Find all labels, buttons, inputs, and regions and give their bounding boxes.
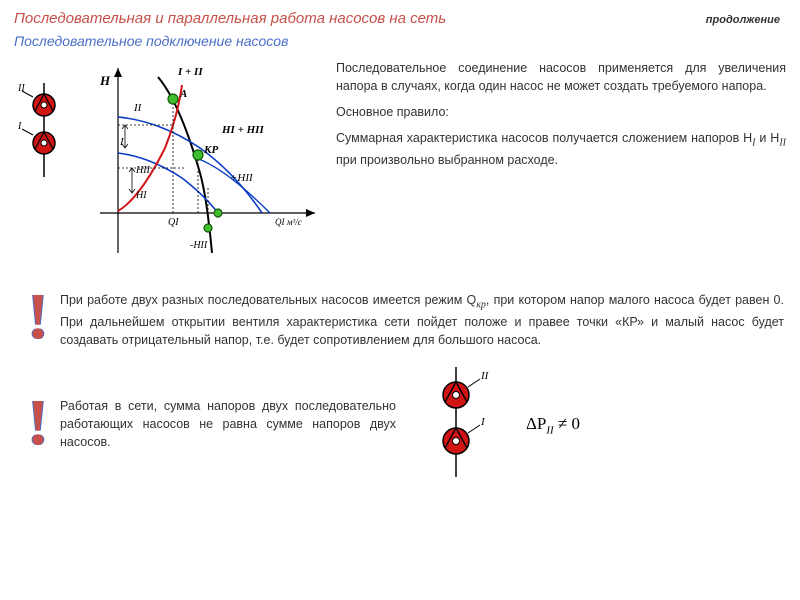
svg-text:-HII: -HII [190, 240, 208, 251]
svg-text:II: II [480, 370, 490, 382]
pump-series-bottom-icon: II I [426, 367, 496, 477]
svg-text:HI: HI [135, 190, 147, 201]
pump-series-left: II I [0, 53, 70, 182]
svg-text:I: I [18, 121, 22, 132]
svg-text:I + II: I + II [177, 66, 203, 78]
right-p2: Основное правило: [336, 103, 786, 121]
svg-text:+HII: +HII [230, 172, 254, 184]
note-1: ! При работе двух разных последовательны… [16, 287, 784, 349]
note-2: ! Работая в сети, сумма напоров двух пос… [16, 393, 396, 452]
svg-text:A: A [179, 88, 187, 100]
note-1-text: При работе двух разных последовательных … [60, 287, 784, 349]
chart-svg: H I + II A II I HI + HII КР +HII HII HI … [70, 53, 330, 273]
svg-text:H: H [99, 73, 111, 88]
point-KP [193, 150, 203, 160]
formula: ΔPII ≠ 0 [526, 408, 696, 436]
right-p3: Суммарная характеристика насосов получае… [336, 129, 786, 169]
title-sub: Последовательное подключение насосов [0, 27, 800, 49]
svg-text:QI: QI [168, 217, 179, 228]
svg-text:II: II [133, 102, 143, 114]
note-2-text: Работая в сети, сумма напоров двух после… [60, 393, 396, 451]
exclaim-icon: ! [16, 393, 60, 452]
pump-series-icon: II I [18, 83, 70, 177]
svg-text:II: II [18, 83, 25, 94]
svg-text:КР: КР [203, 144, 218, 156]
svg-text:QI м³/с: QI м³/с [275, 217, 302, 227]
svg-text:I: I [480, 416, 486, 428]
top-row: II I [0, 53, 800, 273]
right-text: Последовательное соединение насосов прим… [330, 53, 800, 178]
svg-text:HI + HII: HI + HII [221, 124, 264, 136]
right-p1: Последовательное соединение насосов прим… [336, 59, 786, 95]
svg-text:HII: HII [135, 165, 151, 176]
pump-series-bottom: II I [396, 367, 526, 477]
point-A [168, 94, 178, 104]
exclaim-icon: ! [16, 287, 60, 346]
bottom-row: ! Работая в сети, сумма напоров двух пос… [0, 367, 800, 477]
title-continuation: продолжение [706, 14, 780, 26]
chart: H I + II A II I HI + HII КР +HII HII HI … [70, 53, 330, 273]
title-main: Последовательная и параллельная работа н… [0, 0, 800, 27]
